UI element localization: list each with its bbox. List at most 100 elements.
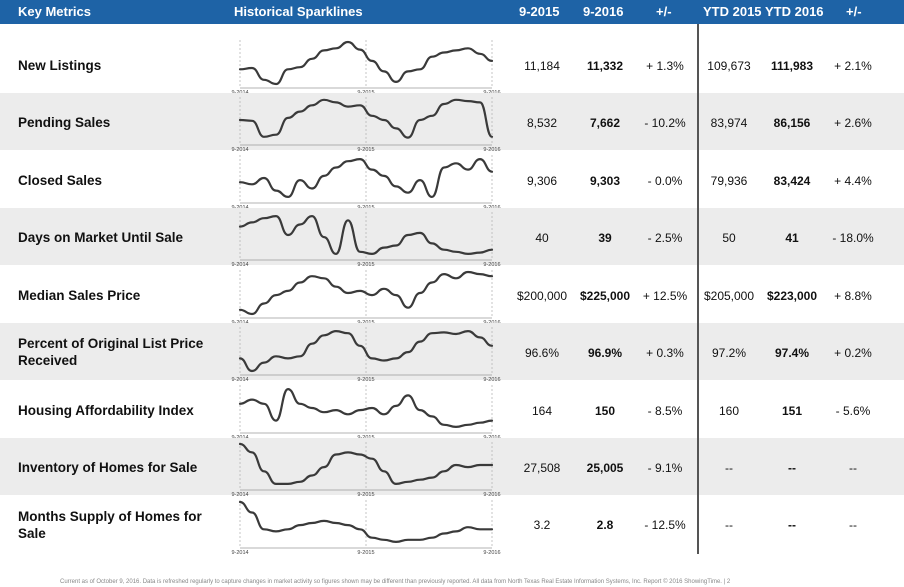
value-9-2016: 9,303 — [589, 174, 621, 188]
value-ytd-2016: 83,424 — [773, 174, 811, 188]
sparklines-header: Historical Sparklines — [234, 4, 363, 19]
sparkline-chart: 9-2014 9-2015 9-2016 — [231, 212, 501, 268]
col-2015-header: 9-2015 — [519, 4, 560, 19]
sparkline-series — [238, 442, 494, 485]
value-9-2015: 9,306 — [526, 174, 558, 188]
sparkline-axis-label: 9-2015 — [357, 492, 374, 498]
value-ytd-2015: 109,673 — [707, 59, 751, 73]
value-ytd-2016: -- — [788, 518, 796, 532]
value-change: + 1.3% — [646, 59, 684, 73]
value-ytd-change: - 5.6% — [835, 404, 871, 418]
sparkline-series — [238, 500, 494, 543]
value-9-2015: 8,532 — [526, 116, 558, 130]
sparkline-axis-label: 9-2014 — [231, 550, 248, 556]
value-ytd-2016: $223,000 — [766, 289, 818, 303]
sparkline-axis-label: 9-2014 — [231, 262, 248, 268]
key-metrics-header: Key Metrics — [18, 4, 91, 19]
value-change: - 10.2% — [644, 116, 686, 130]
sparkline-axis-label: 9-2015 — [357, 147, 374, 153]
metric-label: Months Supply of Homes for Sale — [18, 509, 202, 541]
value-ytd-2016: 111,983 — [770, 59, 814, 73]
value-change: - 9.1% — [647, 461, 683, 475]
value-ytd-2015: -- — [725, 518, 733, 532]
value-ytd-2016: 41 — [785, 231, 799, 245]
value-ytd-2015: 79,936 — [710, 174, 748, 188]
value-ytd-change: + 2.6% — [834, 116, 872, 130]
col-2016-header: 9-2016 — [583, 4, 624, 19]
value-9-2016: 150 — [594, 404, 616, 418]
value-ytd-2015: 50 — [722, 231, 736, 245]
value-ytd-change: + 4.4% — [834, 174, 872, 188]
value-ytd-change: -- — [849, 461, 857, 475]
metric-label: Days on Market Until Sale — [18, 230, 184, 245]
value-ytd-2015: -- — [725, 461, 733, 475]
value-9-2016: $225,000 — [579, 289, 631, 303]
value-ytd-2016: 97.4% — [774, 346, 810, 360]
value-9-2016: 25,005 — [586, 461, 624, 475]
sparkline-axis-label: 9-2015 — [357, 262, 374, 268]
sparkline-series — [238, 158, 494, 198]
table-row: Inventory of Homes for Sale 9-2014 9-2015 9… — [0, 438, 904, 498]
metric-label: Inventory of Homes for Sale — [18, 460, 198, 475]
value-ytd-change: + 8.8% — [834, 289, 872, 303]
sparkline-chart: 9-2014 9-2015 9-2016 — [231, 500, 501, 556]
value-ytd-2016: -- — [788, 461, 796, 475]
value-9-2015: $200,000 — [516, 289, 568, 303]
value-9-2015: 27,508 — [523, 461, 561, 475]
value-change: + 12.5% — [642, 289, 688, 303]
value-9-2015: 96.6% — [524, 346, 560, 360]
value-9-2016: 96.9% — [587, 346, 623, 360]
value-ytd-change: -- — [849, 518, 857, 532]
table-header: Key Metrics Historical Sparklines 9-2015… — [0, 0, 904, 24]
value-change: - 12.5% — [644, 518, 686, 532]
table-row: Housing Affordability Index 9-20149-20159… — [0, 381, 904, 441]
value-9-2016: 2.8 — [596, 518, 614, 532]
sparkline-axis-label: 9-2014 — [231, 147, 248, 153]
value-change: - 2.5% — [647, 231, 683, 245]
table-row: Pending Sales 9-2014 9-2015 9-2016 8,532 7,66… — [0, 93, 904, 153]
ytd-divider — [697, 24, 699, 554]
value-9-2015: 164 — [531, 404, 553, 418]
sparkline-series — [238, 215, 494, 255]
sparkline-series — [238, 270, 494, 316]
sparkline-series — [238, 388, 494, 428]
sparkline-axis-label: 9-2014 — [231, 492, 248, 498]
value-9-2016: 11,332 — [586, 59, 624, 73]
metric-label: Closed Sales — [18, 173, 103, 188]
value-9-2015: 40 — [535, 231, 549, 245]
sparkline-series — [238, 40, 494, 86]
value-9-2015: 3.2 — [533, 518, 551, 532]
sparkline-axis-label: 9-2015 — [357, 377, 374, 383]
sparkline-series — [238, 330, 494, 373]
col-change-header: +/- — [656, 4, 672, 19]
value-ytd-change: + 2.1% — [834, 59, 872, 73]
metric-label: New Listings — [18, 58, 102, 73]
value-ytd-2015: $205,000 — [703, 289, 755, 303]
metric-label: Percent of Original List Price Received — [18, 336, 204, 368]
col-ytd-2015-header: YTD 2015 — [703, 4, 762, 19]
sparkline-axis-label: 9-2016 — [483, 550, 500, 556]
sparkline-axis-label: 9-2015 — [357, 550, 374, 556]
footer-note: Current as of October 9, 2016. Data is r… — [60, 579, 731, 585]
sparkline-axis-label: 9-2016 — [483, 147, 500, 153]
sparkline-chart: 9-2014 9-2015 9-2016 — [231, 97, 501, 153]
table-row: Percent of Original List Price Received 9… — [0, 323, 904, 383]
metric-label: Housing Affordability Index — [18, 403, 194, 418]
sparkline-chart: 9-2014 9-2015 9-2016 — [231, 442, 501, 498]
value-9-2015: 11,184 — [524, 59, 560, 73]
metric-label: Pending Sales — [18, 115, 111, 130]
value-ytd-change: - 18.0% — [832, 231, 874, 245]
value-ytd-2015: 83,974 — [710, 116, 748, 130]
value-change: - 8.5% — [647, 404, 683, 418]
value-change: + 0.3% — [646, 346, 684, 360]
value-ytd-2016: 86,156 — [773, 116, 811, 130]
sparkline-axis-label: 9-2016 — [483, 262, 500, 268]
value-ytd-2016: 151 — [781, 404, 803, 418]
sparkline-axis-label: 9-2016 — [483, 492, 500, 498]
